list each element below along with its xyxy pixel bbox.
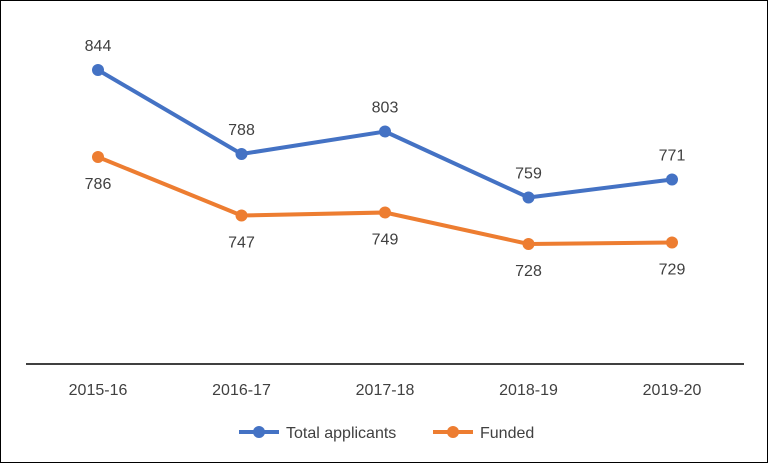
x-tick-label-3: 2018-19 [499,382,558,399]
series-0-data-label-1: 788 [228,122,255,139]
series-1-data-label-4: 729 [659,262,686,279]
x-tick-label-1: 2016-17 [212,382,271,399]
series-0-point-4 [666,173,678,186]
series-0-data-label-2: 803 [372,100,399,117]
x-tick-label-2: 2017-18 [356,382,415,399]
series-0-point-1 [235,148,248,160]
series-1-point-0 [92,151,104,163]
legend-swatch-marker-1 [447,426,459,438]
series-layer [92,64,678,250]
legend-label-1: Funded [480,425,534,442]
legend: Total applicants Funded [239,425,534,442]
x-tick-labels: 2015-16 2016-17 2017-18 2018-19 2019-20 [69,382,702,399]
series-0-point-2 [379,125,391,138]
series-1-point-3 [522,238,535,250]
series-0-data-label-3: 759 [515,166,542,183]
series-1-point-4 [666,236,678,249]
series-0-point-0 [92,64,104,76]
x-tick-label-0: 2015-16 [69,382,128,399]
series-1-data-label-1: 747 [228,235,255,252]
series-1-data-label-0: 786 [85,176,112,193]
x-tick-label-4: 2019-20 [643,382,702,399]
data-label-layer: 844 788 803 759 771 786 747 749 728 729 [85,38,686,280]
series-0-data-label-0: 844 [85,38,112,55]
series-0-point-3 [522,191,535,204]
legend-swatch-marker-0 [253,426,265,438]
series-1-point-2 [379,206,391,219]
series-1-data-label-2: 749 [372,232,399,249]
series-1-point-1 [235,209,248,222]
series-0-data-label-4: 771 [659,148,686,165]
series-1-data-label-3: 728 [515,263,542,280]
legend-label-0: Total applicants [286,425,396,442]
